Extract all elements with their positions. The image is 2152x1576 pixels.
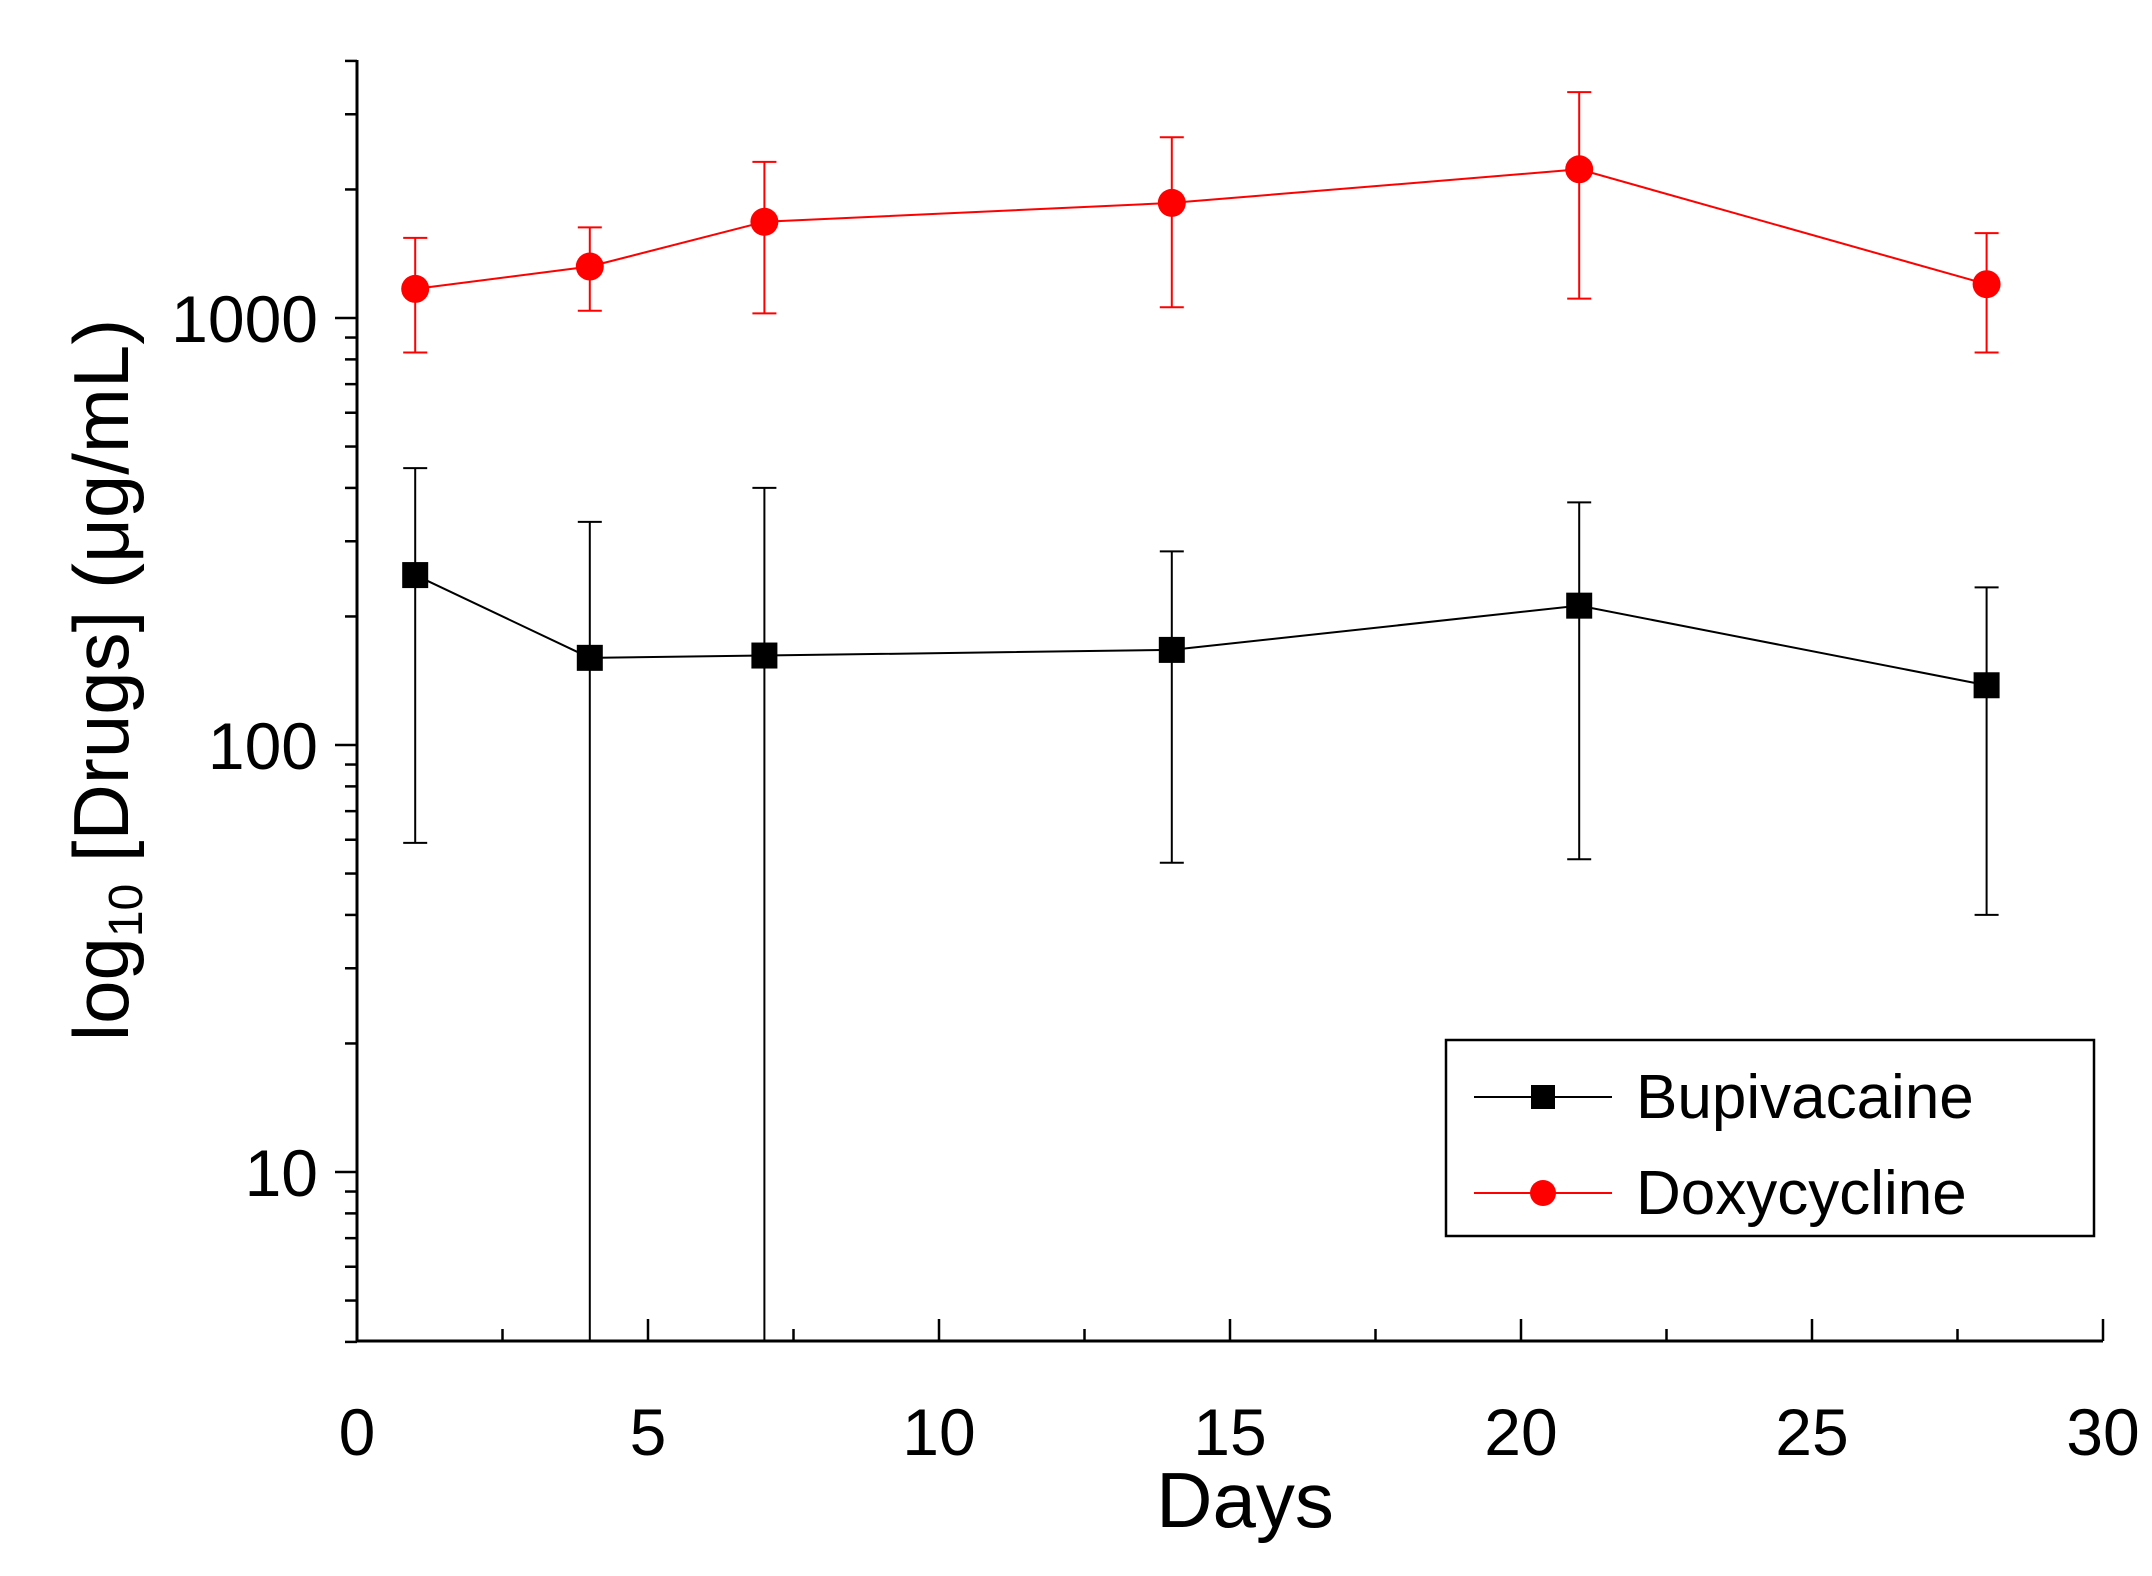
data-point-square (402, 562, 429, 589)
x-tick-label: 30 (2066, 1395, 2139, 1469)
data-point-circle (750, 207, 779, 236)
x-tick-label: 15 (1193, 1395, 1266, 1469)
axes: 0 5 10 15 20 25 30 10 100 1000 (171, 59, 2140, 1469)
legend-label-doxycycline: Doxycycline (1636, 1159, 1967, 1228)
legend-item-doxycycline: Doxycycline (1474, 1159, 1967, 1228)
data-point-circle (1972, 270, 2001, 299)
plot-area: 0 5 10 15 20 25 30 10 100 1000 (171, 59, 2140, 1469)
y-axis-title-main: log (57, 937, 145, 1041)
x-tick-label: 0 (339, 1395, 376, 1469)
legend: Bupivacaine Doxycycline (1444, 1038, 2096, 1238)
series-doxycycline (401, 91, 2001, 354)
legend-marker-square-icon (1531, 1085, 1555, 1109)
x-tick-label: 25 (1775, 1395, 1848, 1469)
data-point-square (1158, 636, 1185, 663)
y-axis-title: log10 [Drugs] (μg/mL) (57, 319, 153, 1042)
x-tick-label: 5 (630, 1395, 667, 1469)
series-line (415, 168, 1987, 290)
data-point-square (751, 642, 778, 669)
series-line (414, 574, 1987, 687)
y-axis-title-rest: [Drugs] (μg/mL) (57, 319, 145, 884)
y-axis-title-subscript: 10 (100, 884, 153, 937)
y-tick-label: 100 (208, 709, 318, 783)
data-point-circle (1565, 155, 1594, 184)
legend-item-bupivacaine: Bupivacaine (1474, 1063, 1974, 1132)
series-layer (401, 91, 2001, 1341)
y-tick-label: 1000 (171, 282, 318, 356)
legend-marker-circle-icon (1530, 1180, 1556, 1206)
x-axis-title: Days (1156, 1456, 1334, 1544)
data-point-circle (1157, 188, 1186, 217)
data-point-square (1566, 592, 1593, 619)
legend-label-bupivacaine: Bupivacaine (1636, 1063, 1974, 1132)
series-bupivacaine (402, 467, 2000, 1341)
data-point-circle (575, 252, 604, 281)
data-point-square (1973, 672, 2000, 699)
y-tick-label: 10 (245, 1136, 318, 1210)
x-tick-label: 10 (902, 1395, 975, 1469)
x-tick-label: 20 (1484, 1395, 1557, 1469)
data-point-circle (401, 274, 430, 303)
data-point-square (576, 644, 603, 671)
legend-frame (1444, 1038, 2096, 1238)
